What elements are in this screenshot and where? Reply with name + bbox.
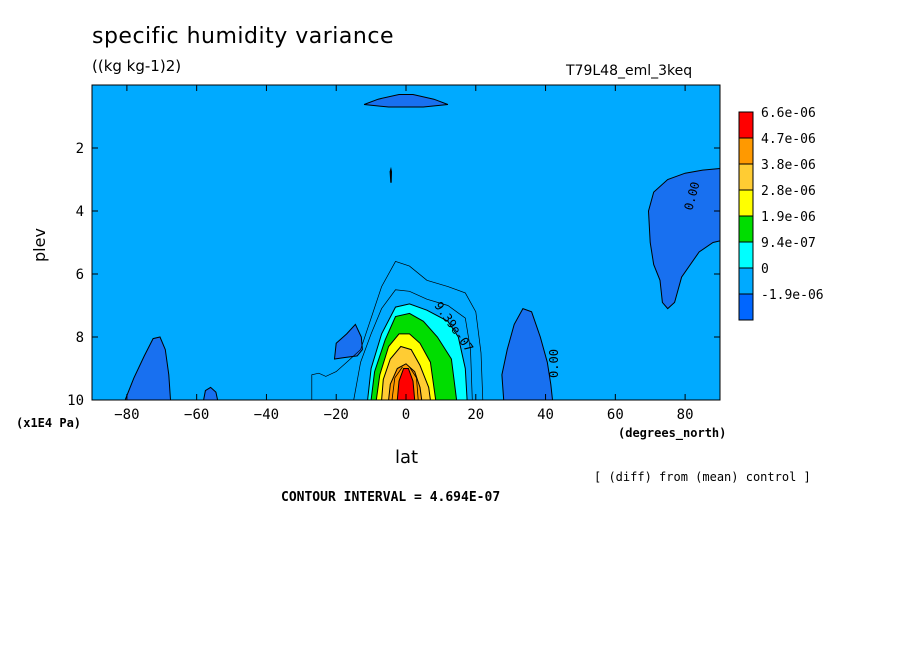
x-tick-label: −20: [324, 407, 349, 423]
run-name: T79L48_eml_3keq: [566, 63, 693, 79]
negative-region-left-mid: [333, 323, 363, 360]
x-tick-label: 60: [607, 407, 624, 423]
contour-interval: CONTOUR INTERVAL = 4.694E-07: [281, 490, 501, 505]
negative-region-right-upper: [647, 167, 721, 310]
colorbar-box: [738, 111, 754, 139]
y-tick-label: 10: [67, 393, 84, 409]
colorbar-box: [738, 267, 754, 295]
x-tick-label: 40: [537, 407, 554, 423]
colorbar-label: 0: [761, 262, 769, 277]
colorbar-box: [738, 189, 754, 217]
colorbar-box: [738, 241, 754, 269]
diff-note: [ (diff) from (mean) control ]: [594, 470, 811, 484]
colorbar: 6.6e-06 4.7e-06 3.8e-06 2.8e-06 1.9e-06 9.4e-…: [738, 106, 824, 321]
negative-region-right-lower: [501, 307, 554, 401]
x-axis-label: lat: [395, 447, 419, 468]
colorbar-label: 9.4e-07: [761, 236, 816, 251]
negative-region-top-cap: [363, 94, 449, 108]
colorbar-label: 3.8e-06: [761, 158, 816, 173]
colorbar-label: -1.9e-06: [761, 288, 824, 303]
contour-line-core-left: [391, 366, 403, 401]
colorbar-box: [738, 215, 754, 243]
contour-line-core-right: [409, 366, 419, 401]
x-tick-label: 0: [402, 407, 410, 423]
colorbar-label: 4.7e-06: [761, 132, 816, 147]
colorbar-label: 1.9e-06: [761, 210, 816, 225]
x-tick-label: −40: [254, 407, 279, 423]
x-tick-label: 20: [467, 407, 484, 423]
plot-regions: 0.000.009.39e-07: [92, 85, 721, 401]
x-tick-label: −80: [114, 407, 139, 423]
x-tick-label: −60: [184, 407, 209, 423]
negative-region-small-spot: [389, 166, 392, 183]
y-axis-units: (x1E4 Pa): [16, 416, 82, 430]
colorbar-box: [738, 163, 754, 191]
y-tick-label: 4: [76, 204, 84, 220]
plot-axes: −80 −60 −40 −20 0 20 40 60 80 2 4 6 8 10: [67, 84, 721, 423]
colorbar-label: 6.6e-06: [761, 106, 816, 121]
y-tick-label: 2: [76, 141, 84, 157]
y-tick-label: 6: [76, 267, 84, 283]
y-axis-label: plev: [30, 228, 49, 262]
colorbar-box: [738, 137, 754, 165]
colorbar-box: [738, 293, 754, 321]
colorbar-label: 2.8e-06: [761, 184, 816, 199]
contour-line-outer: [311, 260, 484, 401]
x-tick-label: 80: [677, 407, 694, 423]
x-axis-units: (degrees_north): [618, 426, 727, 440]
chart-title: specific humidity variance: [92, 24, 394, 49]
chart-units: ((kg kg-1)2): [92, 57, 182, 75]
contour-label-right-lower: 0.00: [547, 349, 561, 378]
negative-region-left-bottom: [124, 336, 172, 401]
y-tick-label: 8: [76, 330, 84, 346]
contour-line-inner: [353, 289, 473, 401]
